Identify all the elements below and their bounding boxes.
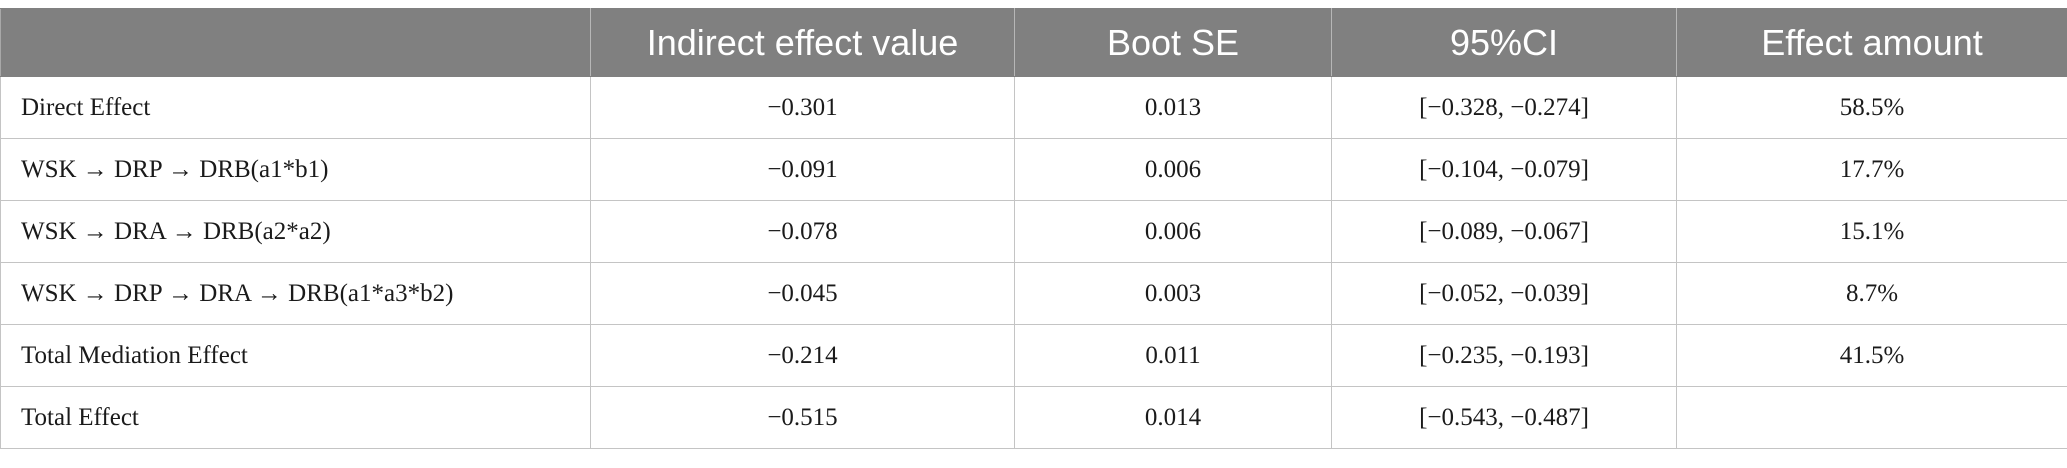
indirect-effect-cell: −0.091: [590, 138, 1015, 201]
mediation-effect-table-container: Indirect effect value Boot SE 95%CI Effe…: [0, 8, 2067, 449]
indirect-effect-cell: −0.214: [590, 324, 1015, 387]
boot-se-cell: 0.006: [1014, 138, 1332, 201]
boot-se-cell: 0.013: [1014, 76, 1332, 139]
ci-cell: [−0.089, −0.067]: [1331, 200, 1677, 263]
ci-cell: [−0.104, −0.079]: [1331, 138, 1677, 201]
header-cell-path: [0, 8, 591, 77]
ci-cell: [−0.328, −0.274]: [1331, 76, 1677, 139]
header-row: Indirect effect value Boot SE 95%CI Effe…: [0, 8, 2067, 77]
table-row: WSK → DRA → DRB(a2*a2) −0.078 0.006 [−0.…: [0, 200, 2067, 263]
row-label-cell: Total Effect: [0, 386, 591, 449]
table-row: WSK → DRP → DRB(a1*b1) −0.091 0.006 [−0.…: [0, 138, 2067, 201]
indirect-effect-cell: −0.515: [590, 386, 1015, 449]
indirect-effect-cell: −0.045: [590, 262, 1015, 325]
ci-cell: [−0.543, −0.487]: [1331, 386, 1677, 449]
boot-se-cell: 0.011: [1014, 324, 1332, 387]
header-cell-indirect-effect-value: Indirect effect value: [590, 8, 1015, 77]
effect-amount-cell: 58.5%: [1676, 76, 2067, 139]
header-cell-95-ci: 95%CI: [1331, 8, 1677, 77]
table-header: Indirect effect value Boot SE 95%CI Effe…: [0, 8, 2067, 77]
table-body: Direct Effect −0.301 0.013 [−0.328, −0.2…: [0, 76, 2067, 449]
row-label-cell: Total Mediation Effect: [0, 324, 591, 387]
table-row: Total Mediation Effect −0.214 0.011 [−0.…: [0, 324, 2067, 387]
effect-amount-cell: 17.7%: [1676, 138, 2067, 201]
indirect-effect-cell: −0.078: [590, 200, 1015, 263]
table-row: Total Effect −0.515 0.014 [−0.543, −0.48…: [0, 386, 2067, 449]
effect-amount-cell: 15.1%: [1676, 200, 2067, 263]
ci-cell: [−0.235, −0.193]: [1331, 324, 1677, 387]
effect-amount-cell: [1676, 386, 2067, 449]
row-label-cell: Direct Effect: [0, 76, 591, 139]
table-row: Direct Effect −0.301 0.013 [−0.328, −0.2…: [0, 76, 2067, 139]
ci-cell: [−0.052, −0.039]: [1331, 262, 1677, 325]
row-label-cell: WSK → DRA → DRB(a2*a2): [0, 200, 591, 263]
boot-se-cell: 0.014: [1014, 386, 1332, 449]
header-cell-boot-se: Boot SE: [1014, 8, 1332, 77]
row-label-cell: WSK → DRP → DRB(a1*b1): [0, 138, 591, 201]
mediation-effect-table: Indirect effect value Boot SE 95%CI Effe…: [0, 8, 2067, 449]
boot-se-cell: 0.003: [1014, 262, 1332, 325]
boot-se-cell: 0.006: [1014, 200, 1332, 263]
indirect-effect-cell: −0.301: [590, 76, 1015, 139]
header-cell-effect-amount: Effect amount: [1676, 8, 2067, 77]
effect-amount-cell: 8.7%: [1676, 262, 2067, 325]
table-row: WSK → DRP → DRA → DRB(a1*a3*b2) −0.045 0…: [0, 262, 2067, 325]
effect-amount-cell: 41.5%: [1676, 324, 2067, 387]
row-label-cell: WSK → DRP → DRA → DRB(a1*a3*b2): [0, 262, 591, 325]
